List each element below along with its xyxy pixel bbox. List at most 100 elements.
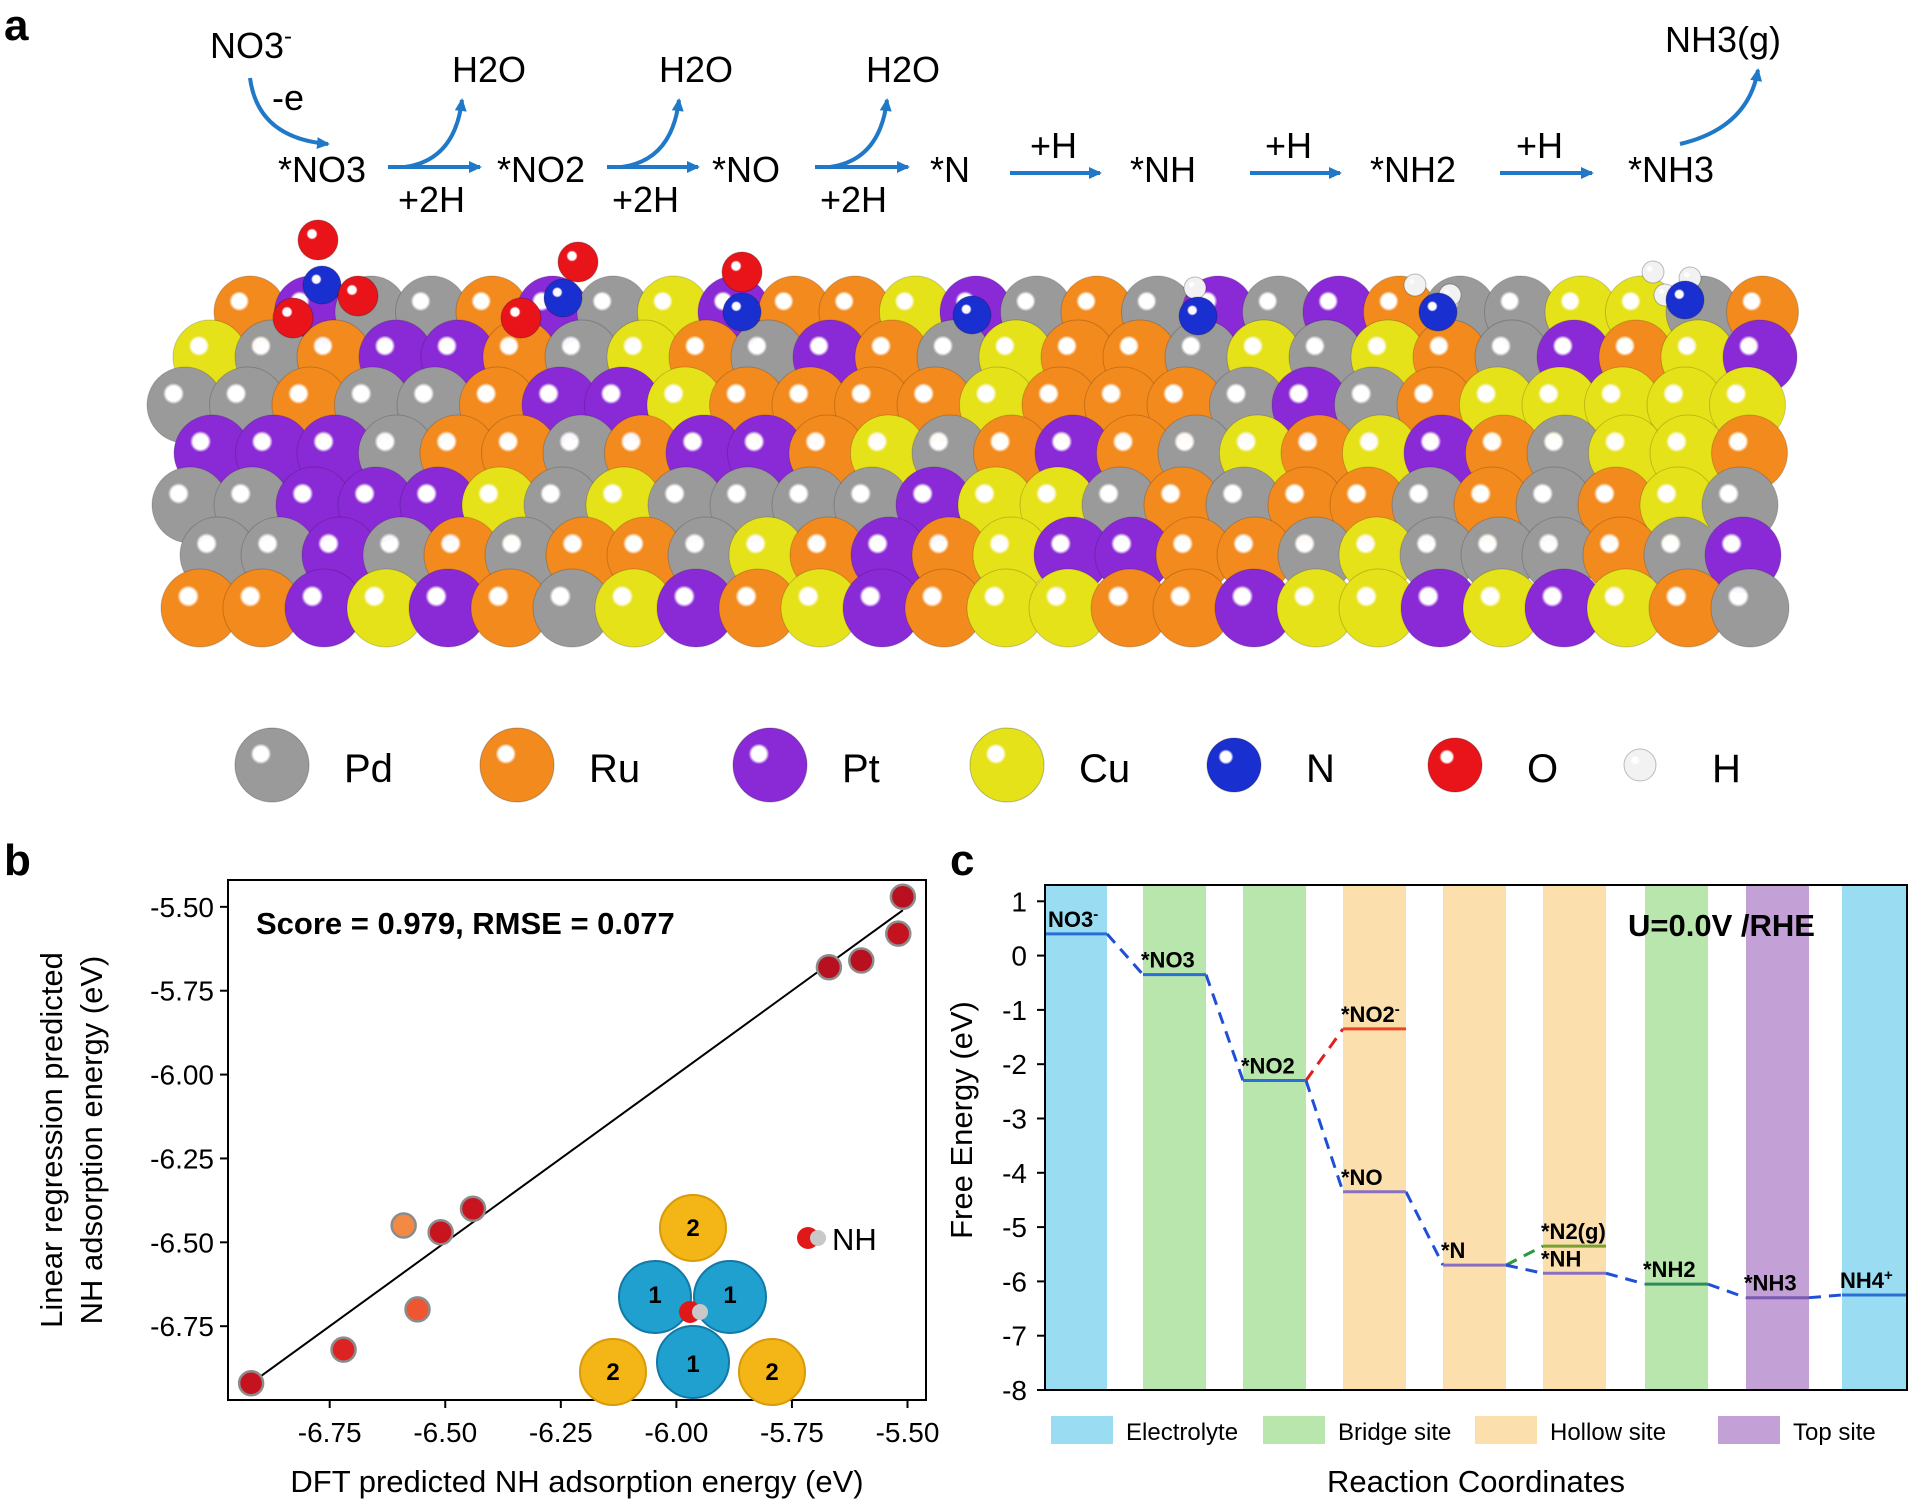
adsorbate-atom-n <box>1178 296 1218 336</box>
path-connector <box>1204 974 1245 1081</box>
site-legend-swatch-electrolyte <box>1051 1416 1113 1444</box>
legend-swatch-n <box>1206 737 1262 793</box>
species-no3: *NO3 <box>278 149 366 190</box>
legend-label-pd: Pd <box>344 747 393 791</box>
legend-swatch-cu <box>969 727 1045 803</box>
score-annotation: Score = 0.979, RMSE = 0.077 <box>256 906 675 941</box>
energy-y-tick-label: -5 <box>1002 1212 1027 1243</box>
nh-legend-h-atom <box>810 1230 826 1246</box>
parity-x-tick-label: -5.50 <box>876 1417 940 1448</box>
species-nh2: *NH2 <box>1370 149 1456 190</box>
site-legend-label-hollow-site: Hollow site <box>1550 1419 1666 1446</box>
parity-point-5 <box>427 1219 454 1246</box>
site-band-top-site <box>1746 885 1809 1390</box>
path-connector <box>1605 1271 1646 1286</box>
site-band-electrolyte <box>1045 885 1107 1390</box>
nitrate-adsorption-arrow <box>248 77 330 150</box>
legend-label-h: H <box>1712 747 1741 791</box>
second-layer-site-left <box>579 1338 647 1406</box>
energy-y-tick-label: -7 <box>1002 1321 1027 1352</box>
parity-x-axis-label: DFT predicted NH adsorption energy (eV) <box>290 1464 863 1499</box>
adsorbate-atom-o <box>721 251 763 293</box>
energy-plot-frame <box>1044 884 1908 1391</box>
parity-y-tick-label: -6.75 <box>150 1311 214 1342</box>
reaction-path-connectors <box>1105 932 1843 1300</box>
adsorbate-atom-n <box>1665 280 1705 320</box>
slab-layer-7 <box>160 568 1790 648</box>
energy-level-label-no2: *NO2 <box>1241 1053 1295 1078</box>
oxidation-step-label: -e <box>272 77 304 118</box>
legend-swatch-o <box>1427 737 1483 793</box>
water-label-2: H2O <box>659 49 733 90</box>
energy-level-label-nh: *NH <box>1541 1246 1581 1271</box>
parity-point-2 <box>330 1336 357 1363</box>
site-legend-label-top-site: Top site <box>1793 1419 1876 1446</box>
parity-point-6 <box>459 1195 487 1223</box>
water-release-3: H2O +2H <box>815 49 940 220</box>
parity-point-3 <box>390 1212 417 1239</box>
site-legend-label-electrolyte: Electrolyte <box>1126 1419 1238 1446</box>
path-connector <box>1105 932 1145 976</box>
adsorbate-atom-h <box>1403 273 1427 297</box>
adsorbate-atom-n <box>302 265 342 305</box>
energy-y-tick-label: -3 <box>1002 1103 1027 1134</box>
water-release-1: H2O +2H <box>388 49 526 220</box>
energy-x-axis-label: Reaction Coordinates <box>1327 1464 1625 1499</box>
energy-level-label-no: *NO <box>1341 1165 1383 1190</box>
water-arrow-2 <box>621 98 684 169</box>
parity-x-tick-label: -6.50 <box>413 1417 477 1448</box>
parity-y-axis-label-line-2: NH adsorption energy (eV) <box>74 956 109 1325</box>
legend-swatch-pt <box>732 727 808 803</box>
parity-plot-frame <box>227 879 927 1401</box>
water-label-3: H2O <box>866 49 940 90</box>
regression-fit-line <box>250 909 904 1385</box>
site-number-2-top: 2 <box>686 1215 699 1242</box>
potential-annotation: U=0.0V /RHE <box>1628 908 1815 943</box>
second-layer-site-top <box>659 1194 727 1262</box>
adsorbate-atom-o <box>557 241 599 283</box>
ammonia-gas-label: NH3(g) <box>1665 19 1781 60</box>
species-no2: *NO2 <box>497 149 585 190</box>
path-connector <box>1707 1282 1747 1300</box>
nitrate-ion-text: NO3 <box>210 25 284 66</box>
adsorbate-atom-n <box>1418 292 1458 332</box>
energy-axis-ticks: 1 0 -1 -2 -3 -4 -5 -6 -7 -8 <box>1002 886 1045 1406</box>
path-connector <box>1808 1293 1843 1300</box>
species-no: *NO <box>712 149 780 190</box>
energy-y-tick-label: -4 <box>1002 1158 1027 1189</box>
site-band-bridge-site <box>1243 885 1306 1390</box>
legend-label-n: N <box>1306 747 1335 791</box>
site-band-bridge-site <box>1143 885 1206 1390</box>
site-number-1-bottom: 1 <box>686 1351 699 1378</box>
parity-y-tick-label: -6.50 <box>150 1227 214 1258</box>
energy-y-tick-label: 1 <box>1011 886 1027 917</box>
panel-label-b: b <box>4 836 31 885</box>
adsorbate-atom-o <box>272 297 314 339</box>
parity-point-10 <box>889 883 917 911</box>
energy-level-label-no3: NO3- <box>1048 906 1098 932</box>
site-legend: Electrolyte Bridge site Hollow site Top sit… <box>1051 1416 1876 1446</box>
species-nh3: *NH3 <box>1628 149 1714 190</box>
legend-swatch-pd <box>234 727 310 803</box>
site-bands <box>1045 885 1907 1390</box>
path-connector <box>1304 1028 1345 1082</box>
nh-h-atom <box>692 1304 708 1320</box>
ammonia-release-arrow <box>1679 68 1763 146</box>
parity-y-tick-label: -5.50 <box>150 892 214 923</box>
energy-y-axis-label: Free Energy (eV) <box>944 1001 979 1239</box>
first-layer-site-right <box>693 1260 767 1334</box>
path-connector <box>1404 1191 1445 1266</box>
adsorbate-atom-o <box>500 297 542 339</box>
legend-label-cu: Cu <box>1079 747 1130 791</box>
adsorbate-atom-n <box>543 278 583 318</box>
parity-x-tick-label: -6.00 <box>644 1417 708 1448</box>
adsorbate-molecules <box>272 219 1705 339</box>
site-number-1-right: 1 <box>723 1282 736 1309</box>
energy-level-label-no2: *NO2- <box>1341 1001 1400 1027</box>
energy-level-label-n: *N <box>1441 1238 1465 1263</box>
energy-level-label-no3: *NO3 <box>1141 948 1195 973</box>
parity-point-4 <box>404 1296 431 1323</box>
adsorbate-atom-o <box>297 219 339 261</box>
energy-y-tick-label: -1 <box>1002 995 1027 1026</box>
parity-point-9 <box>885 920 912 947</box>
